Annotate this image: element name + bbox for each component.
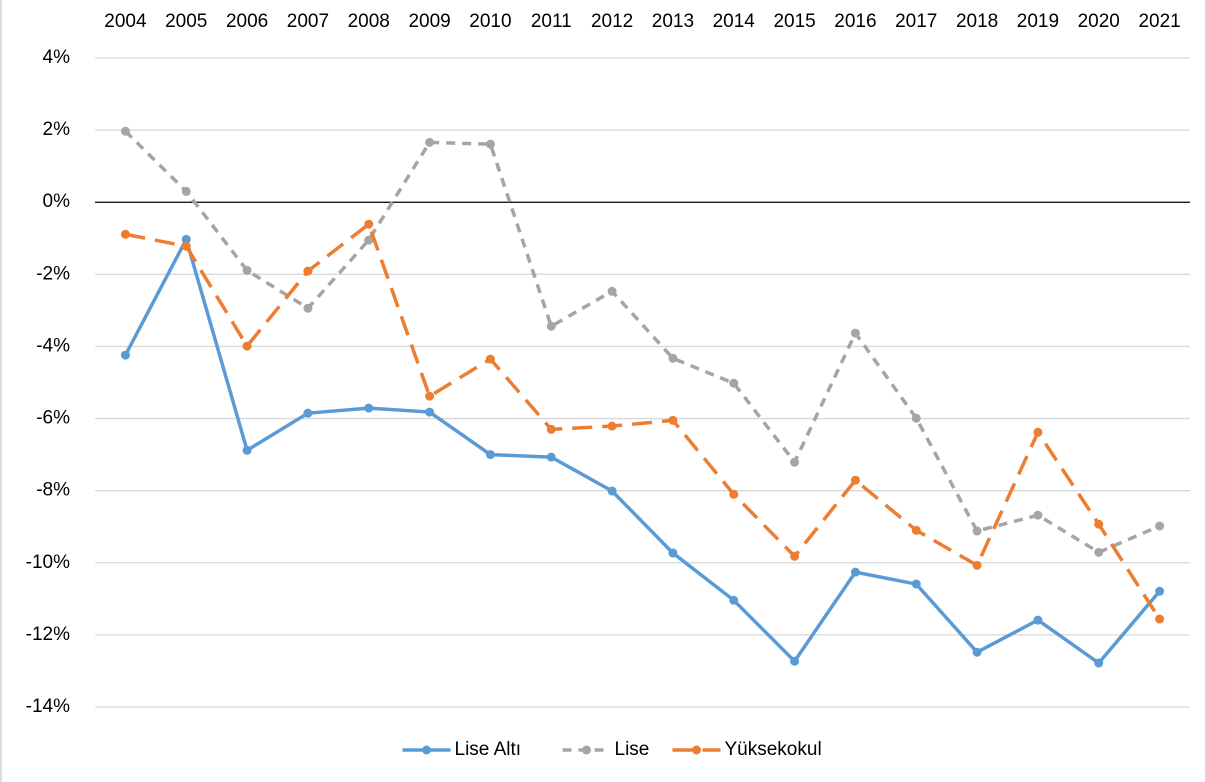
point (425, 391, 435, 401)
point (1033, 615, 1043, 625)
point (364, 219, 374, 229)
point (972, 560, 982, 570)
point (850, 567, 860, 577)
point (485, 450, 495, 460)
point (181, 241, 191, 251)
x-tick-label: 2014 (713, 11, 756, 32)
point (972, 647, 982, 657)
point (729, 489, 739, 499)
point (181, 186, 191, 196)
point (1155, 586, 1165, 596)
point (1094, 658, 1104, 668)
point (607, 421, 617, 431)
y-tick-label: -8% (36, 480, 70, 501)
x-tick-label: 2019 (1017, 11, 1059, 32)
y-tick-label: 0% (43, 191, 71, 212)
point (242, 265, 252, 275)
point (911, 413, 921, 423)
point (668, 415, 678, 425)
x-tick-label: 2010 (469, 11, 511, 32)
series-line (123, 234, 1161, 666)
point (1033, 427, 1043, 437)
point (425, 137, 435, 147)
point (1094, 547, 1104, 557)
point (1033, 510, 1043, 520)
point (303, 303, 313, 313)
x-tick-label: 2017 (895, 11, 937, 32)
x-tick-label: 2009 (408, 11, 450, 32)
point (120, 126, 130, 136)
x-tick-label: 2015 (773, 11, 815, 32)
point (546, 424, 556, 434)
series-line (124, 129, 1161, 555)
y-tick-label: -2% (36, 263, 70, 284)
point (242, 341, 252, 351)
y-tick-label: -4% (36, 335, 70, 356)
x-tick-label: 2020 (1078, 11, 1120, 32)
point (607, 286, 617, 296)
point (1094, 519, 1104, 529)
point (120, 229, 130, 239)
y-tick-label: -12% (26, 624, 70, 645)
x-tick-label: 2004 (104, 11, 147, 32)
x-tick-label: 2016 (834, 11, 876, 32)
point (850, 475, 860, 485)
point (425, 407, 435, 417)
legend-marker (692, 745, 701, 755)
x-tick-label: 2011 (531, 11, 572, 32)
point (972, 526, 982, 536)
point (546, 452, 556, 462)
point (1155, 521, 1165, 531)
y-tick-label: -6% (36, 408, 70, 429)
point (729, 595, 739, 605)
legend-marker (582, 745, 591, 755)
point (850, 328, 860, 338)
point (1155, 614, 1165, 624)
point (790, 551, 800, 561)
point (911, 525, 921, 535)
y-tick-label: 2% (43, 119, 71, 140)
point (303, 408, 313, 418)
point (668, 548, 678, 558)
x-tick-label: 2007 (287, 11, 329, 32)
y-tick-label: -14% (26, 696, 70, 717)
point (364, 235, 374, 245)
point (911, 579, 921, 589)
legend-label: Lise (615, 739, 650, 760)
y-tick-label: -10% (26, 552, 70, 573)
x-tick-label: 2021 (1138, 11, 1180, 32)
y-tick-label: 4% (43, 47, 71, 68)
legend-marker (422, 745, 431, 755)
legend-label: Lise Altı (455, 739, 522, 760)
point (242, 445, 252, 455)
point (485, 354, 495, 364)
x-tick-label: 2013 (652, 11, 694, 32)
point (790, 656, 800, 666)
point (729, 378, 739, 388)
point (790, 457, 800, 467)
x-tick-label: 2006 (226, 11, 268, 32)
point (364, 403, 374, 413)
point (668, 353, 678, 363)
point (607, 486, 617, 496)
point (303, 266, 313, 276)
series-line (125, 221, 1162, 620)
point (181, 234, 191, 244)
x-tick-label: 2018 (956, 11, 998, 32)
point (485, 139, 495, 149)
x-tick-label: 2012 (591, 11, 633, 32)
x-tick-label: 2008 (348, 11, 390, 32)
x-tick-label: 2005 (165, 11, 207, 32)
legend-label: Yüksekokul (725, 739, 822, 760)
point (546, 321, 556, 331)
point (120, 350, 130, 360)
